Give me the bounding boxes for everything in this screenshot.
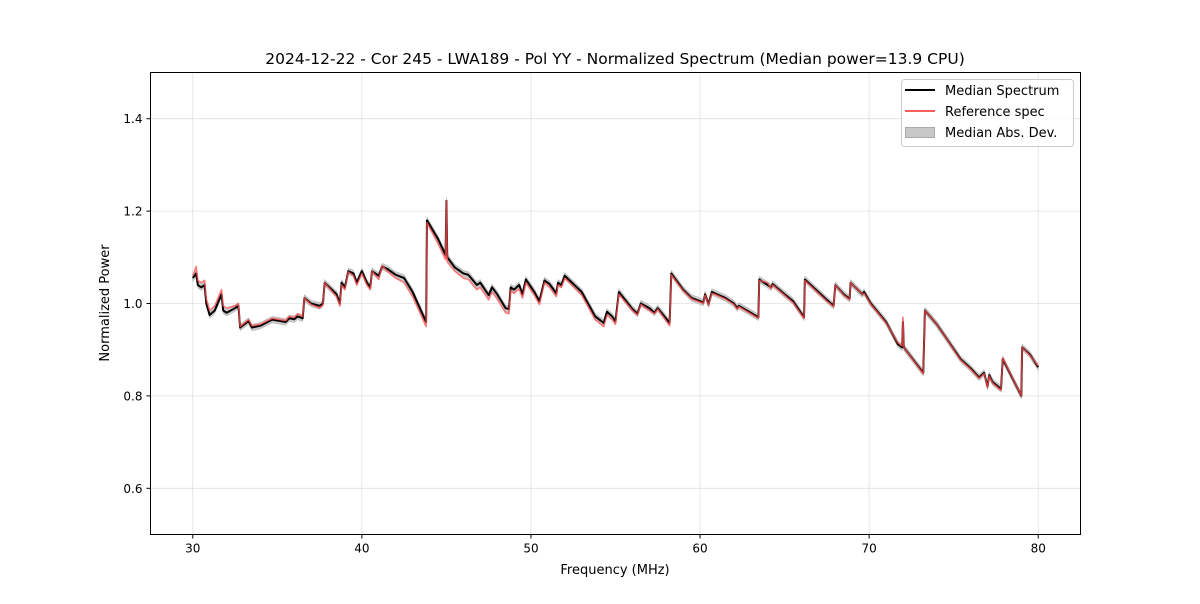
y-axis-label: Normalized Power <box>98 244 113 362</box>
reference-spectrum-line <box>192 200 1039 397</box>
y-tick-label: 1.2 <box>123 205 142 219</box>
chart-title: 2024-12-22 - Cor 245 - LWA189 - Pol YY -… <box>265 50 965 68</box>
y-tick-label: 0.6 <box>123 482 142 496</box>
x-tick-label: 60 <box>692 542 707 556</box>
x-axis-label: Frequency (MHz) <box>560 563 669 578</box>
legend-box <box>901 79 1074 147</box>
y-tick-label: 1.0 <box>123 297 142 311</box>
y-tick-label: 1.4 <box>123 112 142 126</box>
legend-mad-swatch <box>905 127 935 138</box>
x-tick-label: 50 <box>523 542 538 556</box>
legend-mad-label: Median Abs. Dev. <box>945 126 1057 141</box>
x-tick-label: 40 <box>354 542 369 556</box>
legend-reference-label: Reference spec <box>945 105 1045 120</box>
legend-median-label: Median Spectrum <box>945 84 1059 99</box>
y-tick-label: 0.8 <box>123 389 142 403</box>
series-layer <box>191 197 1040 400</box>
ticks: 30 40 50 60 70 80 0.6 0.8 1.0 1.2 1.4 <box>123 112 1045 555</box>
x-tick-label: 30 <box>185 542 200 556</box>
legend: Median Spectrum Reference spec Median Ab… <box>901 79 1074 147</box>
x-tick-label: 70 <box>861 542 876 556</box>
x-tick-label: 80 <box>1031 542 1046 556</box>
